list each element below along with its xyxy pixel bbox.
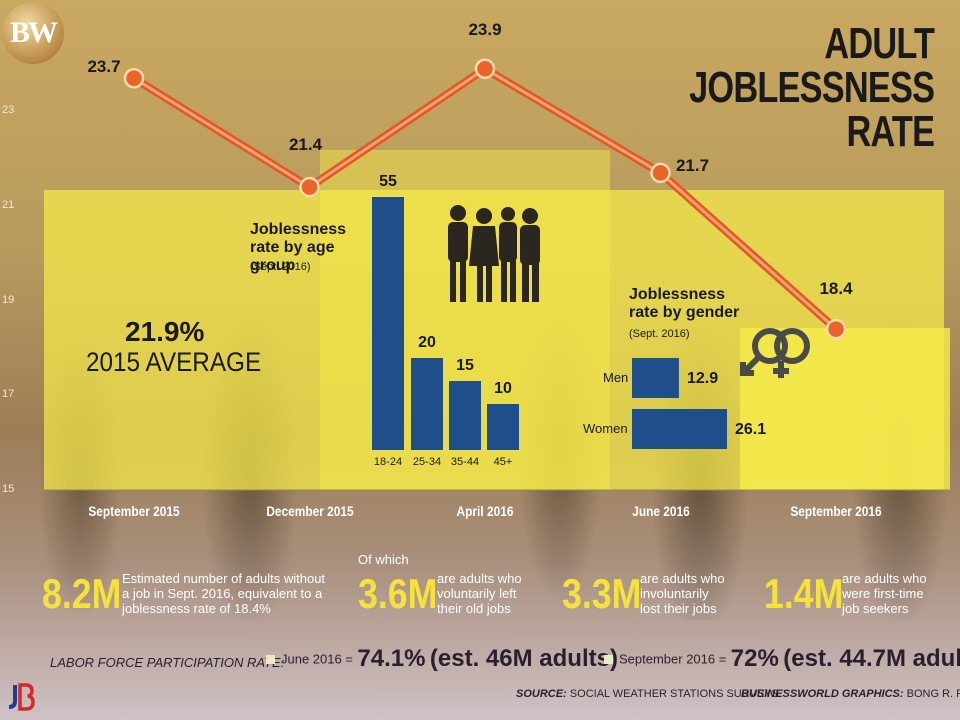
lfpr-rate: 74.1% — [357, 645, 426, 672]
age-bar-value: 10 — [494, 380, 512, 397]
gender-bar-category: Women — [583, 421, 628, 436]
stat-text-jobless: Estimated number of adults without a job… — [122, 571, 325, 616]
stat-text-line: were first-time — [842, 586, 924, 601]
data-point — [299, 176, 320, 198]
age-bar — [449, 381, 481, 450]
title-line-1: ADULT — [824, 19, 935, 68]
age-bar-category: 25-34 — [412, 456, 442, 468]
data-point — [650, 162, 671, 184]
lfpr-rate: 72% — [730, 645, 779, 672]
age-bar-value: 20 — [418, 334, 436, 351]
y-tick-label: 21 — [2, 199, 15, 212]
legend-square-icon — [604, 654, 613, 664]
data-point — [825, 318, 847, 340]
lfpr-estimate: (est. 44.7M adults) — [783, 645, 960, 672]
age-bar — [411, 358, 443, 450]
y-tick-label: 23 — [2, 104, 15, 117]
title-line-3: RATE — [846, 107, 935, 156]
of-which-label: Of which — [358, 552, 409, 567]
point-label: 21.4 — [288, 135, 323, 155]
average-value: 21.9% — [125, 316, 205, 347]
gender-bar-value: 26.1 — [735, 421, 767, 438]
point-label: 23.9 — [468, 19, 502, 39]
gender-bar — [632, 409, 727, 449]
point-label: 23.7 — [87, 57, 121, 77]
gender-symbols-icon — [740, 328, 810, 378]
x-tick-label: December 2015 — [265, 503, 354, 519]
y-tick-label: 15 — [2, 483, 15, 495]
graphics-credit: BUSINESSWORLD GRAPHICS: BONG R. FORTIN — [741, 688, 960, 700]
age-bar — [487, 404, 519, 450]
jb-logo-icon — [8, 683, 35, 711]
source-credit: SOURCE: SOCIAL WEATHER STATIONS SURVEYS — [516, 688, 779, 700]
stat-text-involuntary: are adults who involuntarily lost their … — [640, 571, 725, 616]
stat-text-line: are adults who — [437, 571, 522, 586]
data-point — [474, 58, 496, 80]
stat-value-involuntary: 3.3M — [562, 570, 642, 617]
stat-text-line: involuntarily — [640, 586, 709, 601]
age-bar — [372, 197, 404, 450]
age-bar-value: 55 — [379, 173, 397, 190]
gender-bar-category: Men — [603, 370, 629, 385]
source-text: SOCIAL WEATHER STATIONS SURVEYS — [569, 688, 779, 700]
average-label: 2015 AVERAGE — [86, 347, 262, 377]
legend-square-icon — [266, 654, 275, 664]
graphics-text: BONG R. FORTIN — [906, 688, 960, 700]
stat-value-voluntary: 3.6M — [358, 570, 438, 617]
lfpr-period: June 2016 = — [281, 651, 353, 667]
chart-panel-right — [740, 328, 950, 490]
stat-text-line: a job in Sept. 2016, equivalent to a — [122, 586, 323, 601]
point-label: 18.4 — [819, 279, 853, 299]
age-bar-category: 18-24 — [373, 456, 403, 468]
stat-text-line: joblessness rate of 18.4% — [122, 601, 271, 616]
stat-value-first-time: 1.4M — [764, 570, 844, 617]
y-tick-label: 19 — [2, 293, 15, 306]
age-bar-category: 45+ — [493, 456, 513, 468]
age-chart-subtitle: (Sept. 2016) — [250, 261, 311, 273]
data-point — [123, 68, 145, 89]
lfpr-september: September 2016 = 72% (est. 44.7M adults) — [604, 645, 960, 673]
stat-text-line: job seekers — [842, 601, 909, 616]
stat-text-voluntary: are adults who voluntarily left their ol… — [437, 571, 522, 616]
lfpr-label: LABOR FORCE PARTICIPATION RATE: — [50, 655, 285, 670]
age-bar-category: 35-44 — [450, 456, 480, 468]
people-silhouettes-icon — [448, 205, 540, 302]
y-tick-label: 17 — [2, 388, 15, 401]
stat-text-first-time: are adults who were first-time job seeke… — [842, 571, 927, 616]
stat-text-line: Estimated number of adults without — [122, 571, 326, 586]
stat-text-line: lost their jobs — [640, 601, 717, 616]
stat-value-jobless: 8.2M — [42, 570, 122, 617]
gender-chart-title: Joblessness rate by gender — [629, 286, 740, 321]
stat-text-line: their old jobs — [437, 601, 511, 616]
age-bar-value: 15 — [456, 357, 474, 374]
businessworld-logo: BW — [2, 2, 64, 64]
stat-text-line: are adults who — [842, 571, 927, 586]
x-tick-label: September 2015 — [88, 503, 180, 519]
gender-bar-value: 12.9 — [686, 370, 719, 387]
page-title: ADULT JOBLESSNESS RATE — [688, 19, 935, 156]
x-tick-label: April 2016 — [456, 503, 514, 519]
gender-chart-subtitle: (Sept. 2016) — [629, 328, 690, 340]
x-tick-label: June 2016 — [631, 503, 690, 519]
stat-text-line: are adults who — [640, 571, 725, 586]
x-tick-label: September 2016 — [790, 503, 882, 519]
gender-bar — [632, 358, 679, 398]
stat-text-line: voluntarily left — [437, 586, 517, 601]
point-label: 21.7 — [675, 155, 710, 175]
graphics-label: BUSINESSWORLD GRAPHICS: — [741, 688, 904, 700]
lfpr-june: June 2016 = 74.1% (est. 46M adults) — [266, 645, 618, 673]
source-label: SOURCE: — [516, 688, 567, 700]
age-chart-title: Joblessness rate by age group — [250, 221, 347, 274]
title-line-2: JOBLESSNESS — [688, 63, 935, 112]
lfpr-period: September 2016 = — [619, 651, 727, 667]
lfpr-estimate: (est. 46M adults) — [429, 645, 618, 672]
